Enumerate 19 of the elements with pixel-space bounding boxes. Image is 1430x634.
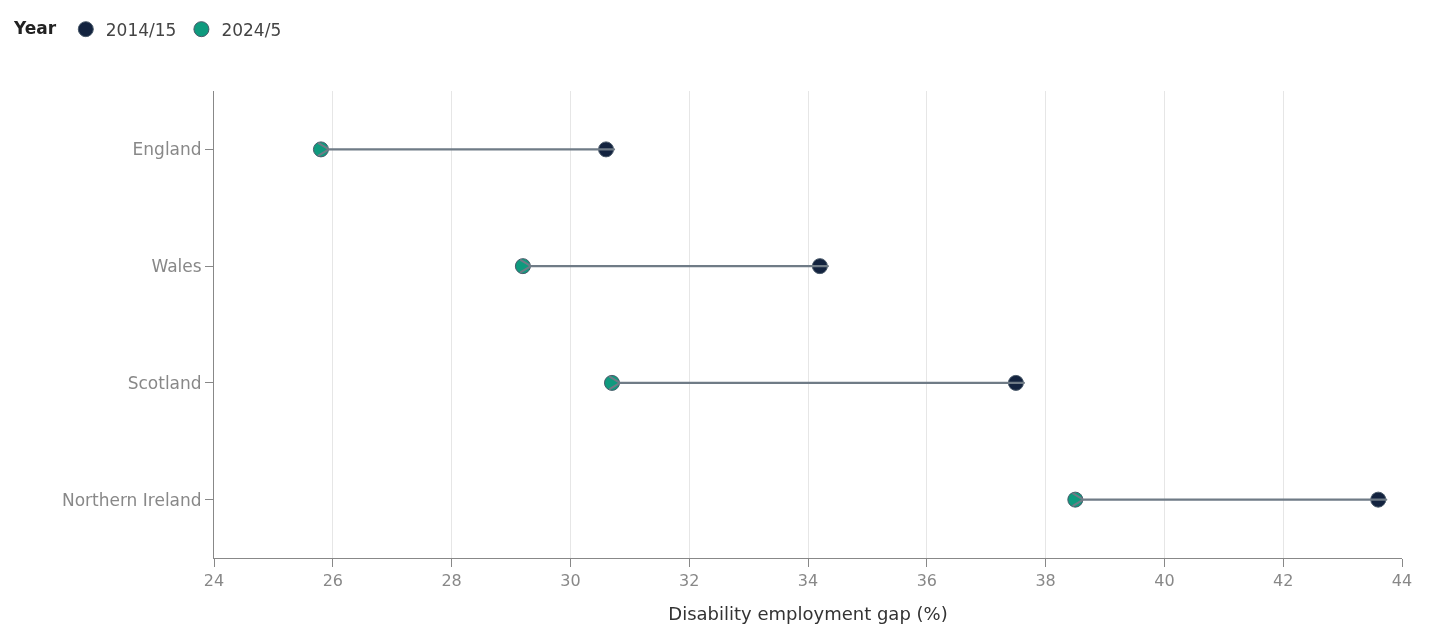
y-tick-label: Wales <box>151 256 202 277</box>
x-tick-label: 24 <box>203 571 225 591</box>
x-tick-label: 30 <box>560 571 581 591</box>
x-tick-label: 36 <box>916 571 937 591</box>
x-tick-label: 34 <box>797 571 819 591</box>
legend-label: 2014/15 <box>105 19 177 40</box>
y-tick-label: Scotland <box>127 372 202 393</box>
x-tick-label: 42 <box>1273 571 1294 591</box>
x-tick-label: 38 <box>1035 571 1056 591</box>
y-tick-label: Northern Ireland <box>61 489 202 510</box>
x-tick-label: 44 <box>1391 571 1413 591</box>
x-tick-label: 40 <box>1154 571 1175 591</box>
x-tick-label: 32 <box>679 571 700 591</box>
x-tick-label: 26 <box>322 571 343 591</box>
legend-label: 2024/5 <box>221 19 282 40</box>
x-tick-label: 28 <box>441 571 462 591</box>
x-axis-title: Disability employment gap (%) <box>668 603 948 625</box>
y-tick-label: England <box>132 139 202 160</box>
legend-title: Year <box>13 17 57 38</box>
